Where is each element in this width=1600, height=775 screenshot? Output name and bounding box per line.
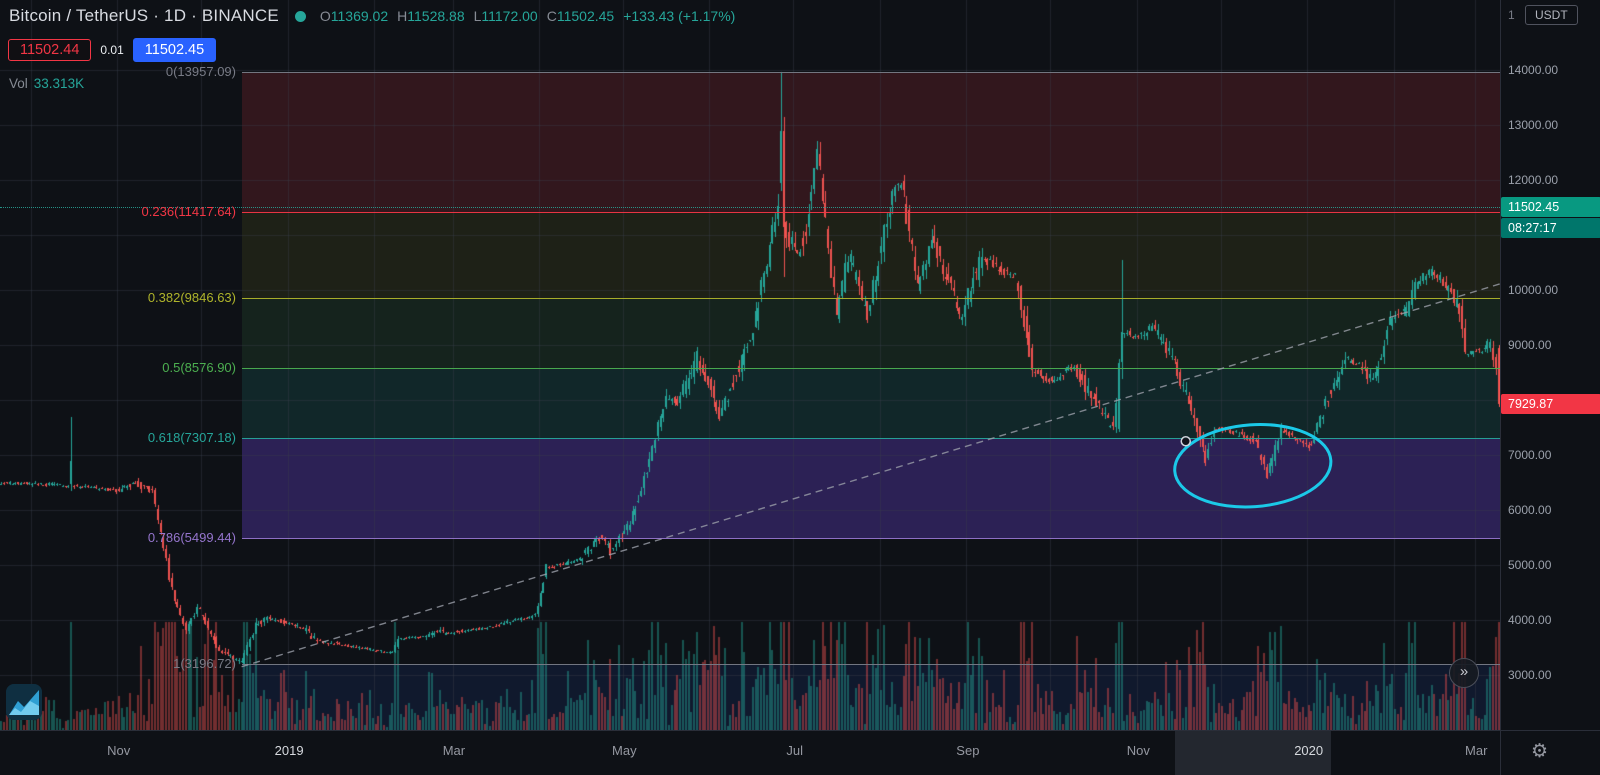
time-tick-label: 2019	[274, 743, 304, 758]
high-value: 11528.88	[407, 8, 465, 24]
price-axis[interactable]: 1 USDT 11502.45 08:27:17 7929.87 14000.0…	[1500, 0, 1600, 730]
price-tick-label: 4000.00	[1508, 613, 1552, 627]
close-label: C	[546, 8, 557, 24]
chart-pane[interactable]: 0(13957.09) 0.236(11417.64) 0.382(9846.63)…	[0, 0, 1500, 730]
alert-price-tag: 7929.87	[1501, 393, 1600, 414]
change-value: +133.43 (+1.17%)	[623, 8, 736, 24]
last-price-tag: 11502.45	[1501, 197, 1600, 218]
bar-countdown-tag: 08:27:17	[1501, 218, 1600, 239]
low-label: L	[473, 8, 482, 24]
time-tick-label: Mar	[1465, 743, 1488, 758]
time-tick-label: Nov	[1126, 743, 1150, 758]
pane-index-label: 1	[1508, 8, 1515, 22]
scroll-to-realtime-button[interactable]: »	[1449, 658, 1479, 688]
time-tick-label: Jul	[786, 743, 803, 758]
close-value: 11502.45	[556, 8, 615, 24]
axis-corner: ⚙	[1500, 730, 1600, 775]
logo-chart-icon	[6, 684, 42, 720]
volume-value: 33.313K	[33, 76, 85, 91]
buy-ask-button[interactable]: 11502.45	[132, 38, 217, 62]
time-tick-label: May	[612, 743, 637, 758]
chart-header: Bitcoin / TetherUS · 1D · BINANCE O11369…	[9, 6, 744, 26]
price-tick-label: 14000.00	[1508, 63, 1559, 77]
price-tick-label: 5000.00	[1508, 558, 1552, 572]
tradingview-logo[interactable]	[6, 684, 42, 720]
high-label: H	[397, 8, 408, 24]
price-tick-label: 9000.00	[1508, 338, 1552, 352]
ohlc-values: O11369.02 H11528.88 L11172.00 C11502.45 …	[320, 8, 744, 24]
time-tick-label: Mar	[442, 743, 466, 758]
spread-value: 0.01	[100, 43, 124, 57]
time-tick-label: Sep	[956, 743, 980, 758]
market-status-icon	[294, 10, 306, 22]
sell-bid-button[interactable]: 11502.44	[8, 39, 92, 61]
currency-toggle-button[interactable]: USDT	[1525, 5, 1578, 25]
time-tick-label: Nov	[107, 743, 131, 758]
price-tick-label: 3000.00	[1508, 668, 1552, 682]
low-value: 11172.00	[481, 8, 538, 24]
price-tick-label: 7000.00	[1508, 448, 1552, 462]
open-label: O	[319, 8, 331, 24]
drawing-time-range-highlight	[1174, 731, 1331, 775]
time-tick-label: 2020	[1294, 743, 1324, 758]
last-price-line	[0, 207, 1500, 208]
symbol-title[interactable]: Bitcoin / TetherUS · 1D · BINANCE	[9, 6, 279, 25]
open-value: 11369.02	[330, 8, 389, 24]
time-axis[interactable]: Nov 2019 Mar May Jul Sep Nov 2020 Mar	[0, 730, 1500, 775]
price-tick-label: 12000.00	[1508, 173, 1559, 187]
price-tick-label: 6000.00	[1508, 503, 1552, 517]
price-tick-label: 13000.00	[1508, 118, 1559, 132]
volume-label: Vol	[9, 76, 28, 91]
gear-icon[interactable]: ⚙	[1531, 741, 1549, 762]
bid-ask-row: 11502.44 0.01 11502.45	[8, 38, 217, 62]
candlestick-canvas[interactable]	[0, 0, 1500, 730]
price-tick-label: 10000.00	[1508, 283, 1559, 297]
volume-readout: Vol 33.313K	[9, 76, 84, 91]
